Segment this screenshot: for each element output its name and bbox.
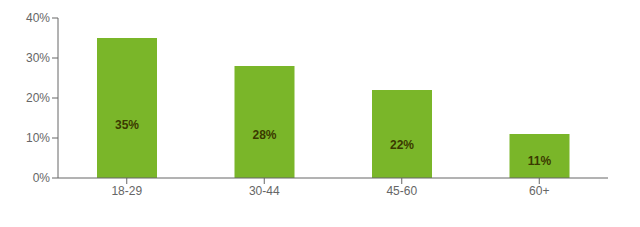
svg-text:11%: 11% bbox=[528, 154, 552, 168]
svg-text:10%: 10% bbox=[26, 131, 50, 145]
svg-text:30%: 30% bbox=[26, 51, 50, 65]
svg-text:40%: 40% bbox=[26, 11, 50, 25]
svg-text:60+: 60+ bbox=[529, 184, 549, 198]
svg-text:0%: 0% bbox=[33, 171, 51, 185]
svg-text:20%: 20% bbox=[26, 91, 50, 105]
svg-text:45-60: 45-60 bbox=[386, 184, 417, 198]
svg-text:35%: 35% bbox=[115, 118, 139, 132]
svg-text:18-29: 18-29 bbox=[111, 184, 142, 198]
svg-text:28%: 28% bbox=[252, 128, 276, 142]
svg-text:22%: 22% bbox=[390, 138, 414, 152]
svg-text:30-44: 30-44 bbox=[249, 184, 280, 198]
